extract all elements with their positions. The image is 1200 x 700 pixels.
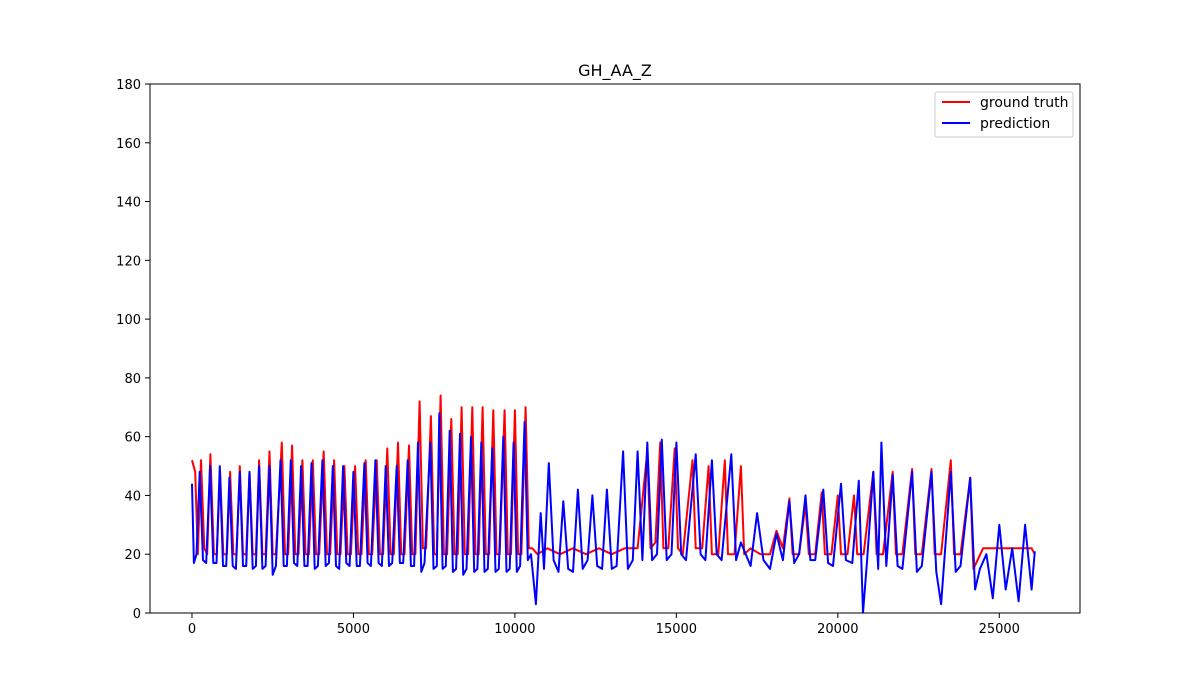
y-tick-label: 60 — [124, 431, 141, 446]
series-line-ground-truth — [191, 394, 1036, 570]
y-tick-label: 140 — [116, 196, 141, 211]
x-tick-label: 0 — [188, 622, 196, 637]
y-tick-label: 120 — [116, 254, 141, 269]
legend: ground truth prediction — [934, 91, 1074, 138]
legend-label-ground-truth: ground truth — [980, 95, 1068, 111]
x-tick-label: 10000 — [494, 622, 535, 637]
x-tick-label: 20000 — [817, 622, 858, 637]
y-tick-label: 80 — [124, 372, 141, 387]
series-layer — [191, 394, 1036, 613]
y-tick-label: 180 — [116, 78, 141, 93]
legend-label-prediction: prediction — [980, 116, 1050, 132]
y-tick-label: 20 — [124, 548, 141, 563]
y-tick-label: 40 — [124, 489, 141, 504]
x-tick-label: 5000 — [337, 622, 370, 637]
x-tick-label: 25000 — [979, 622, 1020, 637]
plot-area-frame — [149, 83, 1081, 614]
chart-title: GH_AA_Z — [578, 61, 652, 81]
legend-box — [934, 91, 1074, 138]
y-tick-label: 100 — [116, 313, 141, 328]
axis-ticks: 0 5000 10000 15000 20000 25000 0 20 40 60 80 100 120… — [116, 78, 1020, 637]
y-tick-label: 160 — [116, 137, 141, 152]
x-tick-label: 15000 — [656, 622, 697, 637]
series-line-prediction — [191, 412, 1036, 613]
y-tick-label: 0 — [133, 607, 141, 622]
